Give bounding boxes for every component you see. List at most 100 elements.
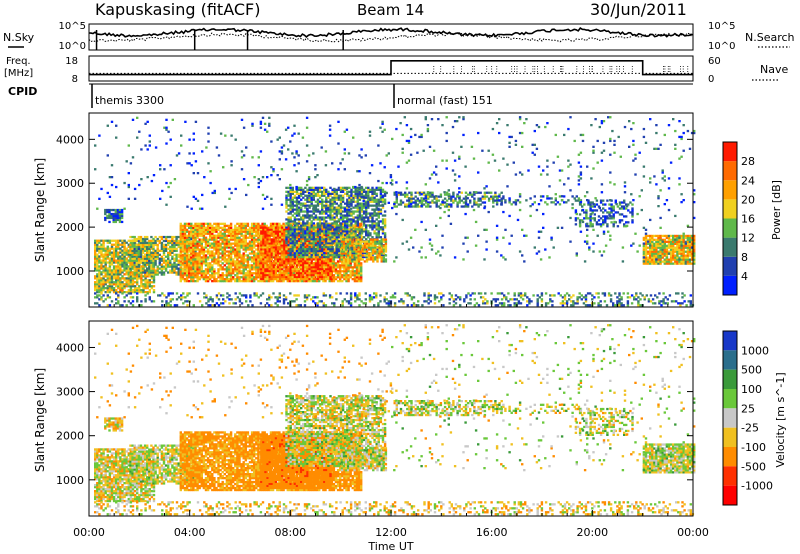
power-cell	[339, 208, 343, 211]
power-cell	[143, 241, 147, 245]
power-cell	[234, 264, 237, 267]
power-cell	[270, 246, 273, 249]
power-cell	[330, 228, 333, 231]
power-cell	[236, 278, 239, 281]
power-cell	[289, 192, 292, 195]
power-cell	[100, 287, 103, 290]
power-cell	[310, 266, 313, 269]
power-cell	[306, 230, 309, 233]
power-cell	[204, 232, 208, 235]
power-cell	[282, 280, 285, 283]
power-cell	[283, 236, 286, 239]
power-cell	[96, 285, 99, 288]
power-cell	[314, 242, 318, 245]
power-cell	[223, 260, 226, 263]
power-cell	[316, 208, 320, 211]
power-cell	[232, 236, 235, 239]
power-cell	[291, 192, 294, 195]
power-cell	[129, 279, 133, 282]
power-cell	[131, 277, 135, 280]
power-cell	[179, 254, 182, 257]
power-cell	[183, 264, 187, 267]
power-cell	[234, 268, 237, 271]
power-cell	[304, 260, 307, 263]
power-cell	[215, 236, 218, 239]
power-cell	[314, 266, 318, 269]
power-cell	[219, 222, 222, 225]
power-cell	[143, 263, 147, 266]
power-cell	[316, 234, 320, 237]
power-cell	[221, 254, 224, 257]
power-cell	[279, 267, 282, 271]
power-cell	[133, 251, 136, 254]
power-cell	[200, 246, 203, 249]
power-cell	[209, 234, 212, 237]
power-cell	[140, 273, 143, 276]
power-cell	[135, 263, 138, 266]
power-cell	[270, 266, 273, 269]
power-cell	[327, 208, 330, 211]
power-cell	[104, 265, 107, 268]
power-cell	[223, 254, 226, 257]
power-cell	[281, 248, 284, 251]
power-cell	[316, 252, 320, 255]
power-cell	[290, 280, 294, 283]
power-cell	[295, 224, 299, 227]
power-cell	[236, 268, 239, 271]
power-cell	[325, 230, 328, 233]
power-cell	[274, 273, 278, 277]
power-cell	[310, 214, 313, 217]
power-cell	[345, 266, 348, 269]
power-cell	[123, 247, 126, 250]
power-cell	[135, 253, 138, 256]
power-cell	[337, 234, 341, 237]
power-cell	[236, 222, 239, 225]
power-cell	[192, 236, 195, 239]
power-cell	[285, 264, 288, 267]
power-cell	[287, 260, 290, 263]
power-cell	[323, 240, 326, 243]
power-cell	[138, 267, 141, 270]
power-cell	[276, 280, 279, 283]
power-cell	[266, 254, 269, 257]
power-cell	[236, 236, 239, 239]
power-cell	[335, 230, 338, 233]
power-cell	[140, 281, 143, 284]
power-cell	[287, 242, 290, 245]
power-cell	[173, 247, 176, 250]
power-cell	[206, 242, 210, 245]
power-cell	[194, 262, 197, 265]
power-cell	[173, 271, 176, 274]
power-cell	[316, 269, 320, 273]
power-cell	[333, 253, 336, 257]
power-cell	[139, 251, 143, 254]
power-cell	[327, 273, 330, 277]
power-cell	[229, 246, 233, 249]
power-cell	[308, 238, 311, 241]
power-cell	[285, 228, 288, 231]
power-cell	[266, 242, 269, 245]
power-cell	[310, 204, 313, 207]
power-cell	[266, 273, 269, 277]
power-cell	[227, 278, 231, 281]
power-cell	[300, 218, 303, 221]
power-cell	[329, 266, 332, 269]
power-cell	[265, 262, 268, 265]
power-cell	[262, 248, 265, 251]
power-cell	[115, 275, 118, 278]
power-cell	[295, 198, 299, 201]
power-cell	[175, 273, 178, 276]
power-cell	[289, 232, 292, 235]
power-cell	[302, 269, 305, 273]
power-cell	[129, 275, 133, 278]
power-cell	[219, 256, 222, 259]
power-cell	[137, 255, 141, 258]
power-cell	[135, 251, 138, 254]
power-cell	[232, 276, 235, 279]
power-cell	[316, 186, 320, 189]
power-cell	[289, 208, 292, 211]
power-cell	[335, 236, 338, 239]
power-cell	[202, 260, 206, 263]
power-cell	[198, 264, 201, 267]
power-cell	[213, 228, 216, 231]
